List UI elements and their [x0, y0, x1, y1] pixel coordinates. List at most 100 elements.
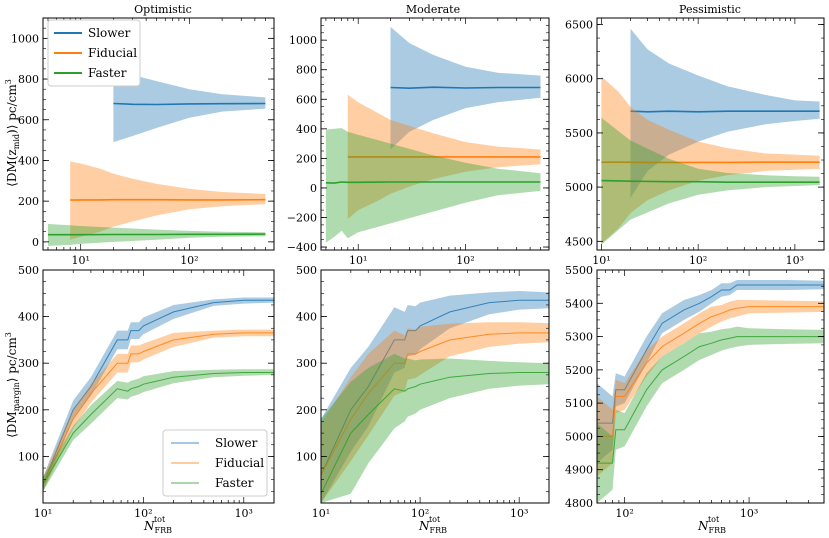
ytick-label-p12: 5300 [565, 331, 593, 344]
ytick-label-p11: 300 [296, 357, 317, 370]
legend-label-slower: Slower [88, 26, 131, 40]
ylabel-top: ⟨DM(zmid)⟩ pc/cm3 [4, 79, 21, 187]
xtick-label-p02: 10² [689, 254, 707, 267]
line-faster-p01 [325, 181, 541, 184]
ytick-label-p12: 5500 [565, 264, 593, 277]
line-slower-p11 [321, 299, 549, 476]
line-faster-p02 [601, 179, 820, 183]
band-faster-p11 [321, 353, 549, 503]
band-slower-p02 [630, 28, 820, 198]
line-slower-p10 [43, 299, 274, 485]
xtick-label-p12: 10² [615, 507, 633, 520]
band-faster-p01 [325, 128, 541, 243]
line-slower-p01 [390, 86, 541, 90]
legend-bottom: Slower Fiducial Faster [162, 429, 268, 497]
line-slower-p00 [113, 102, 266, 106]
ytick-label-p11: 200 [296, 404, 317, 417]
xtick-label-p11: 10³ [510, 507, 528, 520]
ytick-label-p02: 5000 [565, 181, 593, 194]
ytick-label-p01: −200 [287, 211, 317, 224]
xtick-label-p01: 10² [456, 254, 474, 267]
ytick-label-p01: 400 [296, 123, 317, 136]
line-slower-p12 [597, 284, 824, 424]
panel-p01: −400 −200 0 200 400 600 800 1000 10¹ 10² [287, 17, 550, 267]
ytick-label-p01: 800 [296, 64, 317, 77]
line-fiducial-p12 [597, 306, 824, 437]
ytick-label-p00: 200 [18, 195, 39, 208]
xtick-label-p10: 10² [134, 507, 152, 520]
xtick-label-p00: 10² [180, 254, 198, 267]
ytick-label-p00: 600 [18, 114, 39, 127]
line-fiducial-p11 [321, 332, 549, 476]
ytick-label-p10: 300 [18, 357, 39, 370]
ytick-label-p01: 1000 [289, 34, 317, 47]
xlabel-pessimistic: NFRBtot [697, 515, 726, 535]
band-fiducial-p11 [321, 322, 549, 503]
xtick-label-p11: 10² [411, 507, 429, 520]
ytick-label-p11: 400 [296, 311, 317, 324]
ytick-label-p12: 5000 [565, 430, 593, 443]
ytick-label-p10: 100 [18, 450, 39, 463]
band-fiducial-p00 [70, 161, 266, 240]
frame-p02 [596, 17, 825, 251]
xlabel-moderate: NFRBtot [418, 515, 447, 535]
frame-p00 [42, 17, 275, 251]
band-fiducial-p02 [601, 76, 820, 244]
ytick-label-p02: 5500 [565, 127, 593, 140]
ytick-label-p12: 5400 [565, 297, 593, 310]
legend-label-slower-2: Slower [215, 436, 258, 450]
ytick-label-p02: 6000 [565, 73, 593, 86]
ytick-label-p10: 400 [18, 311, 39, 324]
panels: 0 200 400 600 800 1000 10¹ 10² −400 −200 0 200 400 60… [11, 17, 825, 520]
xtick-label-p10: 10³ [235, 507, 253, 520]
xtick-label-p00: 10¹ [71, 254, 89, 267]
line-faster-p12 [597, 336, 824, 464]
ytick-label-p12: 4800 [565, 497, 593, 510]
ytick-label-p01: 600 [296, 93, 317, 106]
legend-label-faster-2: Faster [215, 476, 254, 490]
band-faster-p10 [43, 369, 274, 492]
ytick-label-p00: 0 [32, 236, 39, 249]
xlabel-optimistic: NFRBtot [143, 515, 172, 535]
legend-label-faster: Faster [88, 66, 127, 80]
ylabel-bottom: ⟨DMmargin⟩ pc/cm3 [4, 332, 21, 438]
title-moderate: Moderate [406, 3, 460, 16]
xtick-label-p02: 10³ [786, 254, 804, 267]
ytick-label-p12: 5200 [565, 364, 593, 377]
ytick-label-p02: 6500 [565, 19, 593, 32]
xtick-label-p12: 10³ [740, 507, 758, 520]
xtick-label-p11: 10¹ [312, 507, 330, 520]
panel-p02: 4500 5000 5500 6000 6500 10¹ 10² 10³ [565, 17, 825, 267]
ytick-label-p02: 4500 [565, 235, 593, 248]
band-faster-p12 [597, 326, 824, 503]
xtick-label-p10: 10¹ [34, 507, 52, 520]
ytick-label-p12: 4900 [565, 464, 593, 477]
panel-p10: 100 200 300 400 500 10¹ 10² 10³ [18, 264, 275, 520]
legend-label-fiducial-2: Fiducial [215, 456, 264, 470]
ytick-label-p01: −400 [287, 241, 317, 254]
ytick-label-p11: 100 [296, 450, 317, 463]
line-faster-p10 [43, 372, 274, 485]
ytick-label-p01: 200 [296, 152, 317, 165]
ytick-label-p11: 500 [296, 264, 317, 277]
ytick-label-p10: 500 [18, 264, 39, 277]
legend-label-fiducial: Fiducial [88, 46, 137, 60]
ytick-label-p01: 0 [310, 182, 317, 195]
line-fiducial-p10 [43, 332, 274, 485]
title-pessimistic: Pessimistic [679, 3, 741, 16]
band-slower-p11 [321, 291, 549, 503]
line-slower-p02 [630, 110, 820, 113]
band-slower-p12 [597, 280, 824, 464]
panel-p00: 0 200 400 600 800 1000 10¹ 10² [11, 17, 275, 267]
ytick-label-p12: 5100 [565, 397, 593, 410]
frame-p01 [320, 17, 550, 251]
line-faster-p11 [321, 372, 549, 494]
ytick-label-p00: 400 [18, 154, 39, 167]
panel-p11: 100 200 300 400 500 10¹ 10² 10³ [296, 264, 550, 520]
ytick-label-p00: 1000 [11, 32, 39, 45]
ytick-label-p00: 800 [18, 73, 39, 86]
panel-p12: 4800 4900 5000 5100 5200 5300 5400 5500 10² 10³ [565, 264, 825, 520]
title-optimistic: Optimistic [134, 3, 192, 16]
legend-top: Slower Fiducial Faster [47, 19, 141, 87]
